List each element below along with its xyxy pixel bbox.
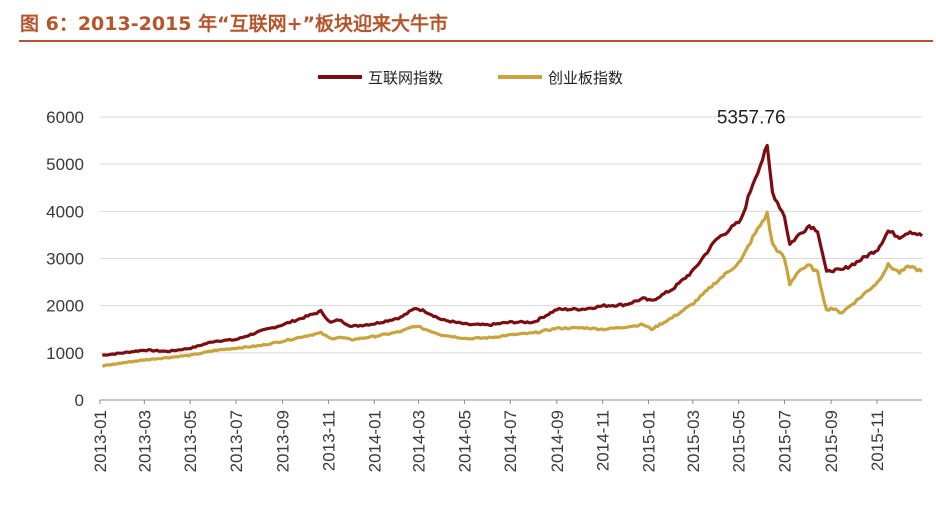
x-tick-label: 2015-01 xyxy=(640,410,659,472)
y-tick-label: 2000 xyxy=(46,297,84,316)
x-tick-label: 2013-01 xyxy=(91,410,110,472)
y-tick-label: 3000 xyxy=(46,250,84,269)
y-tick-label: 5000 xyxy=(46,155,84,174)
figure-title: 图 6：2013-2015 年“互联网+”板块迎来大牛市 xyxy=(20,13,448,35)
x-tick-label: 2015-09 xyxy=(822,410,841,472)
y-tick-label: 4000 xyxy=(46,202,84,221)
peak-value-label: 5357.76 xyxy=(717,107,786,128)
x-tick-label: 2014-09 xyxy=(548,410,567,472)
x-tick-label: 2015-11 xyxy=(868,410,887,471)
x-tick-label: 2014-01 xyxy=(365,410,384,472)
y-tick-label: 1000 xyxy=(46,344,84,363)
series-line-chinext xyxy=(102,210,924,368)
x-tick-label: 2013-11 xyxy=(319,410,338,471)
x-tick-label: 2013-09 xyxy=(274,410,293,472)
x-tick-label: 2014-07 xyxy=(501,410,520,472)
x-tick-label: 2015-05 xyxy=(730,410,749,472)
axes: 0 1000 2000 3000 4000 5000 6000 2013-01 2013-03 2… xyxy=(46,108,922,472)
x-tick-label: 2015-07 xyxy=(775,410,794,472)
x-tick-label: 2014-03 xyxy=(410,410,429,472)
y-tick-label: 0 xyxy=(75,391,84,410)
x-tick-label: 2013-07 xyxy=(227,410,246,472)
legend: 互联网指数 创业板指数 xyxy=(318,69,623,87)
series-line-internet xyxy=(102,143,924,357)
gridlines xyxy=(100,116,922,354)
annotations: 5357.76 xyxy=(717,107,786,128)
legend-internet-label: 互联网指数 xyxy=(368,69,443,87)
x-tick-label: 2013-03 xyxy=(135,410,154,472)
legend-chinext-label: 创业板指数 xyxy=(548,69,623,87)
series-lines xyxy=(102,143,924,368)
y-tick-label: 6000 xyxy=(46,108,84,127)
x-tick-label: 2014-11 xyxy=(594,410,613,471)
x-tick-label: 2013-05 xyxy=(181,410,200,472)
title-rule xyxy=(19,40,933,42)
x-tick-label: 2015-03 xyxy=(684,410,703,472)
x-tick-label: 2014-05 xyxy=(455,410,474,472)
